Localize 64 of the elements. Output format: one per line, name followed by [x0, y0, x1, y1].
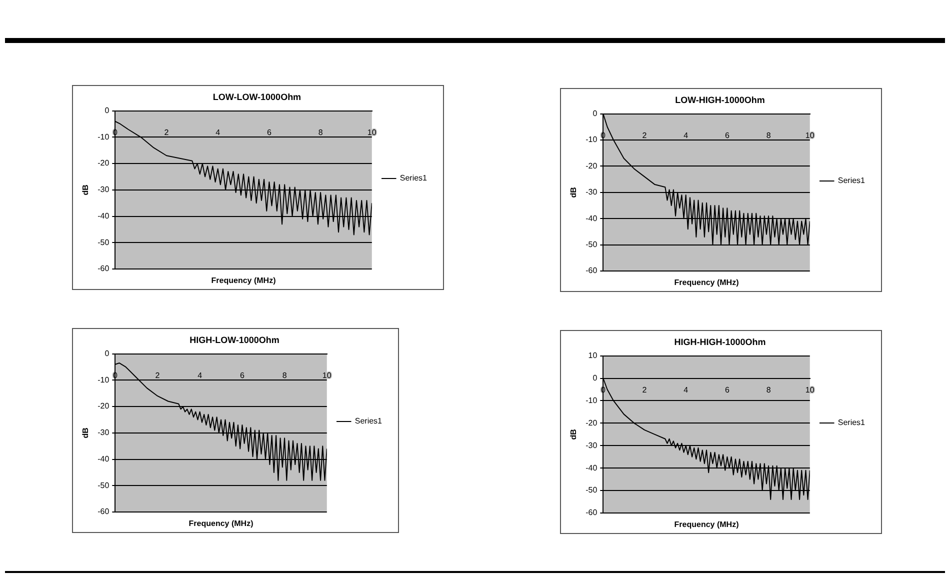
y-tick-label: 0: [592, 109, 598, 118]
y-tick-label: -20: [98, 402, 110, 411]
y-tick-label: 0: [104, 349, 110, 358]
y-tick-label: -10: [98, 132, 110, 142]
x-tick-label: 10: [367, 128, 377, 137]
y-tick-label: -20: [98, 158, 110, 168]
x-tick-label: 2: [164, 128, 170, 137]
x-tick-label: 4: [198, 370, 203, 380]
y-tick-label: -30: [98, 428, 110, 438]
y-tick-label: -50: [586, 240, 598, 250]
y-tick-label: -40: [98, 211, 110, 220]
x-tick-label: 4: [684, 130, 689, 140]
chart-title: HIGH-HIGH-1000Ohm: [674, 336, 766, 347]
y-tick-label: -20: [586, 161, 598, 170]
chart-title: HIGH-LOW-1000Ohm: [190, 334, 280, 345]
y-tick-label: -60: [98, 264, 110, 274]
y-axis-title: dB: [569, 186, 578, 198]
y-tick-label: -30: [586, 440, 598, 450]
x-tick-label: 8: [318, 128, 324, 137]
x-axis-title: Frequency (MHz): [674, 278, 740, 288]
y-tick-label: -60: [586, 266, 598, 276]
legend-label: Series1: [838, 176, 866, 186]
y-axis-title: dB: [81, 184, 90, 196]
y-tick-label: -30: [586, 188, 598, 197]
y-tick-label: -50: [98, 238, 110, 247]
y-tick-label: -60: [98, 507, 110, 516]
x-tick-label: 6: [266, 128, 272, 137]
x-tick-label: 10: [805, 385, 815, 394]
x-axis-title: Frequency (MHz): [188, 519, 254, 528]
legend-label: Series1: [400, 174, 428, 183]
y-tick-label: -50: [98, 480, 110, 490]
y-tick-label: -10: [586, 135, 598, 144]
y-axis-title: dB: [569, 428, 578, 440]
y-tick-label: -30: [98, 185, 110, 194]
x-tick-label: 4: [684, 385, 689, 394]
x-tick-label: 2: [155, 370, 160, 380]
x-tick-label: 6: [724, 385, 730, 394]
y-axis-title: dB: [81, 427, 90, 438]
chart-title: LOW-LOW-1000Ohm: [212, 92, 302, 102]
y-tick-label: -10: [98, 375, 110, 384]
x-tick-label: 10: [805, 130, 815, 140]
x-tick-label: 10: [322, 370, 332, 380]
chart-title: LOW-HIGH-1000Ohm: [675, 94, 765, 105]
x-tick-label: 2: [642, 130, 648, 140]
y-tick-label: 10: [588, 351, 598, 360]
x-tick-label: 6: [240, 370, 245, 380]
y-tick-label: -10: [586, 396, 598, 405]
x-tick-label: 8: [766, 130, 772, 140]
x-tick-label: 2: [642, 385, 648, 394]
x-tick-label: 8: [282, 370, 288, 380]
y-tick-label: -40: [98, 454, 110, 464]
y-tick-label: 0: [104, 106, 110, 116]
y-tick-label: -40: [586, 463, 598, 472]
x-tick-label: 6: [724, 130, 730, 140]
x-tick-label: 4: [216, 128, 221, 137]
y-tick-label: -60: [586, 508, 598, 518]
x-tick-label: 8: [766, 385, 772, 394]
y-tick-label: -50: [586, 486, 598, 495]
legend-label: Series1: [354, 416, 383, 426]
x-axis-title: Frequency (MHz): [674, 520, 740, 530]
y-tick-label: -20: [586, 418, 598, 428]
y-tick-label: -40: [586, 214, 598, 223]
legend-label: Series1: [838, 418, 866, 428]
x-axis-title: Frequency (MHz): [211, 276, 276, 286]
